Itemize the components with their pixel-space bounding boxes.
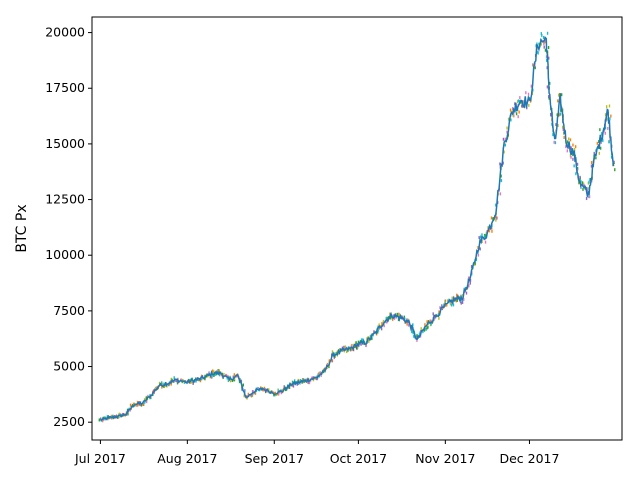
plot-layer xyxy=(98,31,616,423)
x-tick-label: Jul 2017 xyxy=(74,451,126,466)
btc-price-line xyxy=(100,36,615,421)
y-tick-label: 7500 xyxy=(53,303,85,318)
x-tick-label: Dec 2017 xyxy=(499,451,559,466)
y-tick-label: 5000 xyxy=(53,359,85,374)
x-tick-label: Sep 2017 xyxy=(245,451,304,466)
x-tick-label: Aug 2017 xyxy=(157,451,217,466)
x-tick-label: Nov 2017 xyxy=(415,451,475,466)
plot-frame xyxy=(91,16,623,441)
y-tick-label: 15000 xyxy=(45,136,85,151)
y-tick-label: 12500 xyxy=(45,192,85,207)
y-tick-label: 20000 xyxy=(45,25,85,40)
tick-layer: 2500 5000 7500 10000 12500 15000 17500 20000 Jul… xyxy=(45,25,559,466)
x-tick-label: Oct 2017 xyxy=(330,451,387,466)
y-axis-label: BTC Px xyxy=(14,204,30,252)
y-tick-label: 10000 xyxy=(45,247,85,262)
y-tick-label: 17500 xyxy=(45,80,85,95)
y-tick-label: 2500 xyxy=(53,414,85,429)
